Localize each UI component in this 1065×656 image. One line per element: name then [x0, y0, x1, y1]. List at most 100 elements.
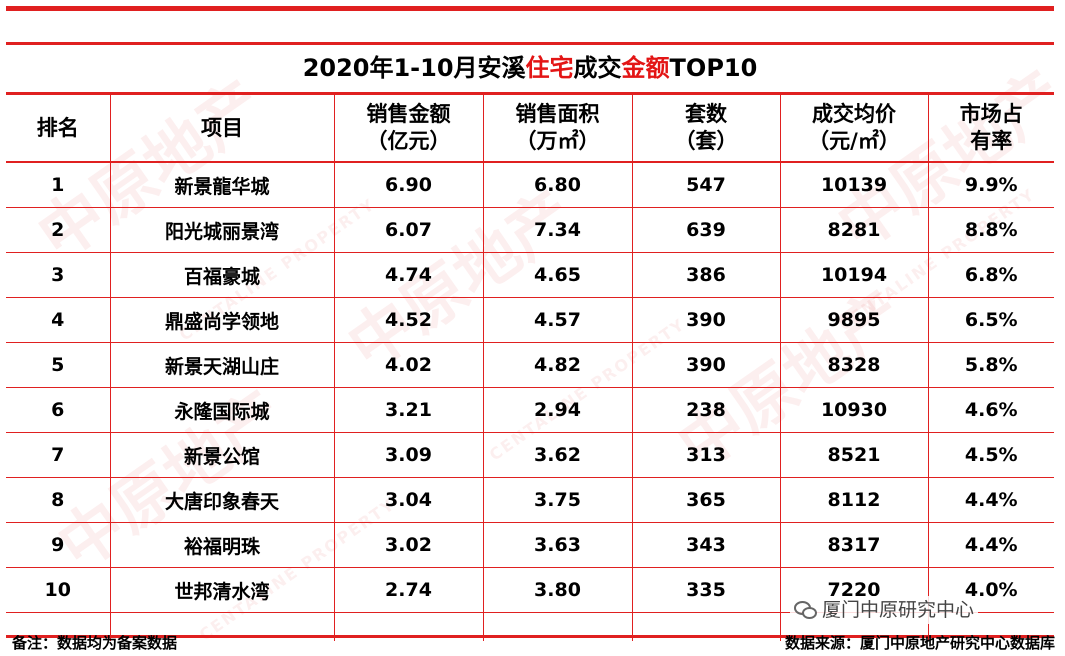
table-row: 7 新景公馆 3.09 3.62 313 8521 4.5%	[6, 432, 1054, 478]
title-part-2: 成交	[573, 54, 622, 82]
wechat-account-tag: 厦门中原研究中心	[790, 596, 979, 624]
ranking-table: 排名 项目 销售金额 （亿元） 销售面积 （万㎡） 套数 （套） 成交均价 （元/㎡） …	[6, 95, 1054, 641]
cell-project: 世邦清水湾	[109, 567, 334, 613]
table-row: 5 新景天湖山庄 4.02 4.82 390 8328 5.8%	[6, 342, 1054, 388]
header-market-share: 市场占 有率	[927, 95, 1054, 163]
cell-market-share: 6.5%	[927, 297, 1054, 343]
cell-sales-area: 3.80	[482, 567, 632, 613]
cell-sales-amount: 4.02	[333, 342, 483, 388]
cell-units: 547	[631, 162, 780, 208]
cell-units: 390	[631, 342, 780, 388]
cell-avg-price: 8328	[779, 342, 928, 388]
cell-project: 新景龍华城	[109, 162, 334, 208]
cell-avg-price: 10139	[779, 162, 928, 208]
header-project: 项目	[109, 95, 334, 163]
cell-market-share: 5.8%	[927, 342, 1054, 388]
title-divider	[6, 92, 1054, 95]
footer-source: 数据来源：厦门中原地产研究中心数据库	[784, 634, 1055, 652]
title-highlight-1: 住宅	[525, 54, 574, 82]
cell-rank: 1	[6, 162, 110, 208]
cell-market-share: 4.4%	[927, 522, 1054, 568]
cell-sales-area: 4.65	[482, 252, 632, 298]
cell-sales-area: 6.80	[482, 162, 632, 208]
cell-rank: 2	[6, 207, 110, 253]
cell-units: 343	[631, 522, 780, 568]
cell-avg-price: 10194	[779, 252, 928, 298]
cell-market-share: 4.5%	[927, 432, 1054, 478]
page-title: 2020年1-10月安溪住宅成交金额TOP10	[6, 47, 1054, 89]
cell-sales-area: 3.63	[482, 522, 632, 568]
cell-rank: 4	[6, 297, 110, 343]
cell-sales-area: 2.94	[482, 387, 632, 433]
ranking-table-frame: 2020年1-10月安溪住宅成交金额TOP10 排名 项目 销售金额 （亿元） 销…	[6, 42, 1054, 641]
cell-sales-amount: 6.90	[333, 162, 483, 208]
cell-project: 新景天湖山庄	[109, 342, 334, 388]
cell-sales-amount: 4.52	[333, 297, 483, 343]
cell-rank: 5	[6, 342, 110, 388]
header-sales-area: 销售面积 （万㎡）	[482, 95, 632, 163]
table-blank-row	[6, 612, 1054, 641]
cell-market-share: 9.9%	[927, 162, 1054, 208]
cell-sales-amount: 3.02	[333, 522, 483, 568]
cell-avg-price: 9895	[779, 297, 928, 343]
cell-avg-price: 8281	[779, 207, 928, 253]
table-row: 3 百福豪城 4.74 4.65 386 10194 6.8%	[6, 252, 1054, 298]
cell-sales-amount: 4.74	[333, 252, 483, 298]
title-highlight-2: 金额	[621, 54, 670, 82]
cell-project: 永隆国际城	[109, 387, 334, 433]
cell-avg-price: 8521	[779, 432, 928, 478]
wechat-account-label: 厦门中原研究中心	[822, 599, 975, 621]
cell-sales-area: 3.62	[482, 432, 632, 478]
cell-rank: 3	[6, 252, 110, 298]
cell-sales-amount: 3.21	[333, 387, 483, 433]
cell-avg-price: 8112	[779, 477, 928, 523]
cell-units: 365	[631, 477, 780, 523]
cell-project: 新景公馆	[109, 432, 334, 478]
top-accent-bar	[6, 6, 1054, 11]
footer-note: 备注：数据均为备案数据	[12, 634, 178, 652]
cell-units: 386	[631, 252, 780, 298]
header-avg-price: 成交均价 （元/㎡）	[779, 95, 928, 163]
header-rank: 排名	[6, 95, 110, 163]
cell-sales-amount: 3.04	[333, 477, 483, 523]
cell-sales-amount: 3.09	[333, 432, 483, 478]
cell-project: 裕福明珠	[109, 522, 334, 568]
cell-project: 百福豪城	[109, 252, 334, 298]
table-row: 6 永隆国际城 3.21 2.94 238 10930 4.6%	[6, 387, 1054, 433]
title-part-3: TOP10	[669, 54, 758, 82]
title-part-1: 2020年1-10月安溪	[302, 54, 526, 82]
cell-units: 335	[631, 567, 780, 613]
cell-avg-price: 10930	[779, 387, 928, 433]
cell-units: 238	[631, 387, 780, 433]
table-row: 4 鼎盛尚学领地 4.52 4.57 390 9895 6.5%	[6, 297, 1054, 343]
cell-market-share: 8.8%	[927, 207, 1054, 253]
cell-sales-area: 7.34	[482, 207, 632, 253]
table-row: 9 裕福明珠 3.02 3.63 343 8317 4.4%	[6, 522, 1054, 568]
cell-project: 阳光城丽景湾	[109, 207, 334, 253]
cell-market-share: 4.4%	[927, 477, 1054, 523]
table-row: 1 新景龍华城 6.90 6.80 547 10139 9.9%	[6, 162, 1054, 208]
cell-rank: 6	[6, 387, 110, 433]
cell-rank: 8	[6, 477, 110, 523]
table-header-row: 排名 项目 销售金额 （亿元） 销售面积 （万㎡） 套数 （套） 成交均价 （元/㎡） …	[6, 95, 1054, 163]
cell-rank: 10	[6, 567, 110, 613]
cell-sales-area: 4.57	[482, 297, 632, 343]
table-row: 2 阳光城丽景湾 6.07 7.34 639 8281 8.8%	[6, 207, 1054, 253]
cell-project: 鼎盛尚学领地	[109, 297, 334, 343]
cell-project: 大唐印象春天	[109, 477, 334, 523]
cell-avg-price: 8317	[779, 522, 928, 568]
cell-units: 639	[631, 207, 780, 253]
cell-sales-area: 4.82	[482, 342, 632, 388]
cell-market-share: 4.6%	[927, 387, 1054, 433]
cell-sales-amount: 6.07	[333, 207, 483, 253]
header-units: 套数 （套）	[631, 95, 780, 163]
table-row: 8 大唐印象春天 3.04 3.75 365 8112 4.4%	[6, 477, 1054, 523]
cell-units: 313	[631, 432, 780, 478]
cell-sales-amount: 2.74	[333, 567, 483, 613]
cell-rank: 7	[6, 432, 110, 478]
header-sales-amount: 销售金额 （亿元）	[333, 95, 483, 163]
cell-units: 390	[631, 297, 780, 343]
cell-sales-area: 3.75	[482, 477, 632, 523]
cell-market-share: 6.8%	[927, 252, 1054, 298]
cell-rank: 9	[6, 522, 110, 568]
